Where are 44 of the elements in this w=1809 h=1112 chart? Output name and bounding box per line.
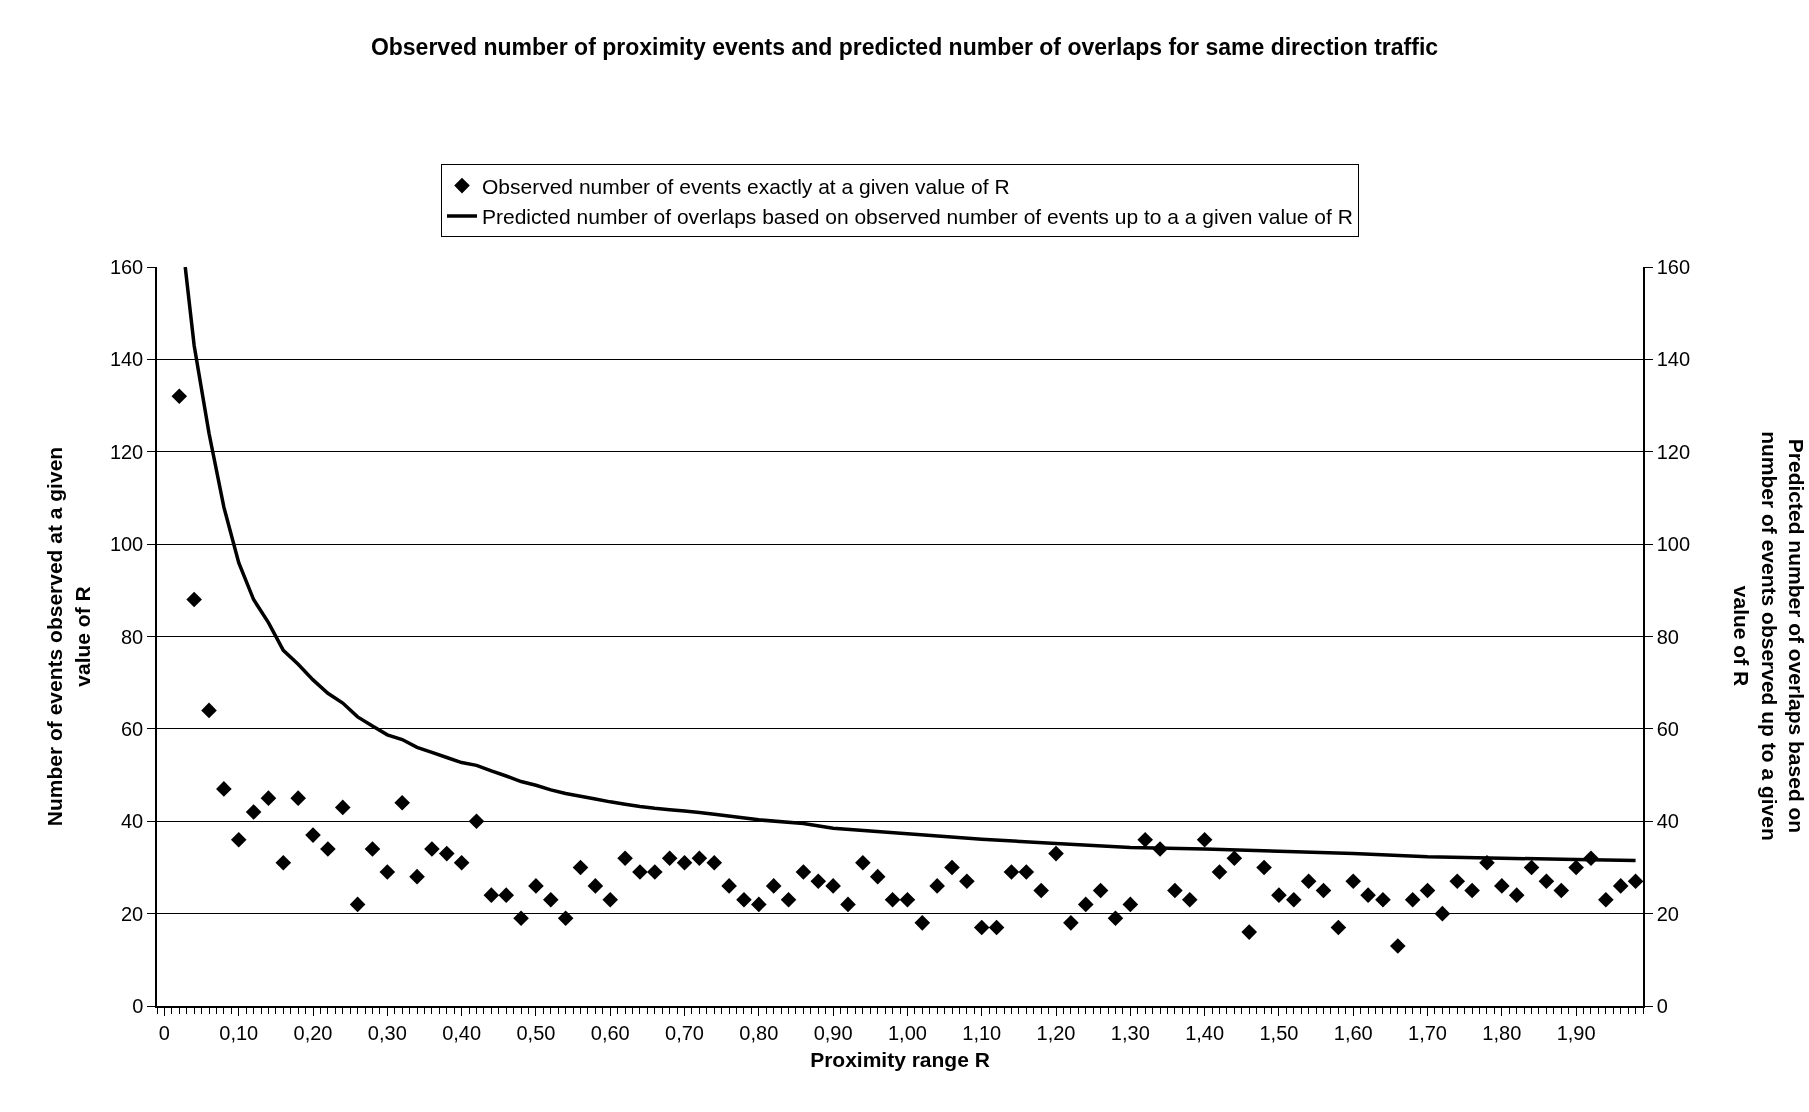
y-tick-label: 120	[109, 440, 144, 463]
x-tick-label: 0,90	[813, 1021, 853, 1044]
y-tick-label: 60	[121, 717, 144, 740]
y-tick-label: 40	[121, 810, 144, 833]
y2-tick-label: 140	[1656, 348, 1691, 371]
legend-label: Observed number of events exactly at a given value of R	[482, 174, 1010, 198]
x-tick-label: 1,70	[1408, 1021, 1447, 1044]
x-tick-label: 0,20	[293, 1021, 333, 1044]
chart-title: Observed number of proximity events and predicted number of overlaps for same direction traffic	[370, 34, 1439, 61]
x-tick-label: 0,80	[739, 1021, 779, 1044]
y2-tick-label: 80	[1656, 625, 1679, 648]
y-tick-label: 0	[132, 995, 144, 1017]
x-tick-label: 0,60	[590, 1021, 630, 1044]
x-tick-label: 1,90	[1556, 1021, 1596, 1044]
y-tick-label: 140	[109, 348, 144, 371]
y2-axis-title: Predicted number of overlaps based on number of events observed up to a given value of R	[1730, 431, 1808, 841]
y-tick-label: 20	[121, 902, 144, 925]
x-axis-title: Proximity range R	[810, 1048, 990, 1072]
x-tick-label: 1,50	[1259, 1021, 1299, 1044]
y2-tick-label: 100	[1656, 533, 1691, 556]
x-tick-label: 1,00	[887, 1021, 927, 1044]
y2-tick-label: 0	[1656, 995, 1668, 1017]
y2-tick-label: 160	[1656, 256, 1691, 278]
x-tick-label: 0,70	[665, 1021, 704, 1044]
x-tick-label: 1,40	[1185, 1021, 1225, 1044]
x-tick-label: 0,30	[367, 1021, 407, 1044]
x-tick-label: 1,80	[1482, 1021, 1522, 1044]
y2-tick-label: 20	[1656, 902, 1679, 925]
y-tick-label: 160	[109, 256, 144, 278]
x-tick-label: 0,40	[442, 1021, 482, 1044]
x-tick-label: 0	[158, 1021, 170, 1044]
x-tick-label: 1,10	[962, 1021, 1002, 1044]
x-tick-label: 0,50	[516, 1021, 556, 1044]
y-tick-label: 100	[109, 533, 144, 556]
x-tick-label: 0,10	[219, 1021, 259, 1044]
y2-tick-label: 60	[1656, 717, 1679, 740]
x-tick-label: 1,60	[1333, 1021, 1373, 1044]
legend-label: Predicted number of overlaps based on observed number of events up to a a given value of R	[482, 205, 1353, 229]
x-tick-label: 1,30	[1110, 1021, 1150, 1044]
y2-tick-label: 120	[1656, 440, 1691, 463]
y-axis-title: Number of events observed at a given value of R	[43, 446, 94, 827]
y-tick-label: 80	[121, 625, 144, 648]
y2-tick-label: 40	[1656, 810, 1679, 833]
x-tick-label: 1,20	[1036, 1021, 1076, 1044]
